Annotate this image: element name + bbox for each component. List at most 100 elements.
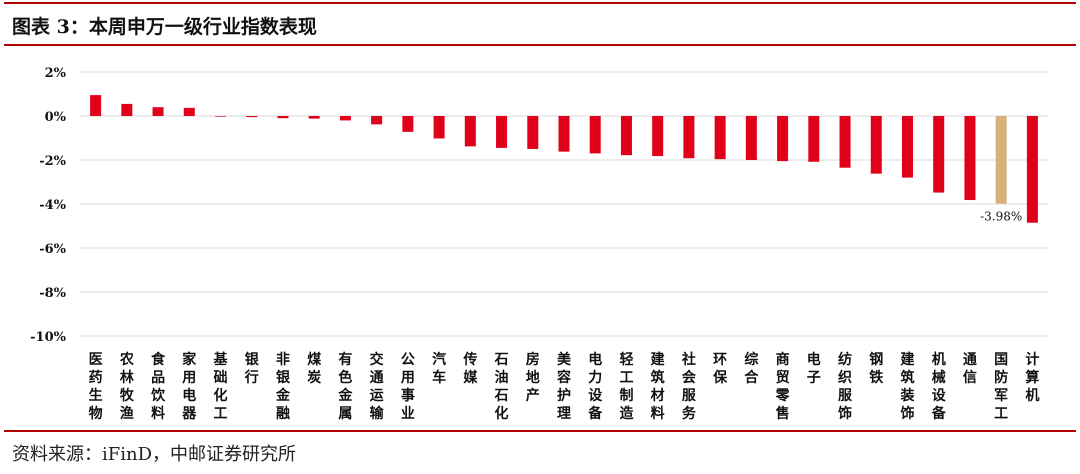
header-bottom-rule [4,44,1076,46]
x-category-label: 医 [89,352,103,368]
x-category-label: 备 [587,405,603,422]
x-category-label: 械 [932,369,946,386]
x-category-label: 交 [370,351,384,368]
x-category-label: 料 [651,405,665,422]
x-category-label: 美 [557,351,572,368]
bar [714,116,726,160]
x-category-label: 护 [557,387,571,404]
x-category-label: 防 [994,369,1008,386]
x-category-label: 电 [588,351,602,368]
x-category-label: 轻 [619,351,633,368]
x-category-label: 化 [214,387,228,404]
bar [496,116,508,148]
x-category-label: 金 [275,387,291,404]
x-category-label: 容 [556,369,571,386]
bar [90,95,102,116]
x-category-label: 公 [401,352,415,368]
x-category-label: 牧 [120,387,135,404]
bar [308,116,320,119]
x-category-label: 房 [526,351,540,368]
x-category-label: 铁 [869,369,883,386]
x-category-label: 钢 [869,351,883,368]
x-category-label: 保 [712,369,728,386]
bar [433,116,445,139]
bar [777,116,789,162]
x-category-label: 品 [151,370,165,386]
x-category-label: 车 [432,369,446,386]
x-category-label: 机 [932,351,946,368]
x-category-label: 造 [619,405,633,422]
header-top-rule [4,2,1076,4]
x-category-label: 农 [119,351,135,368]
x-category-label: 务 [682,405,697,422]
x-category-label: 事 [401,387,415,404]
x-category-label: 力 [588,369,602,386]
x-category-label: 电 [807,351,821,368]
x-category-label: 煤 [307,351,322,368]
chart-footer: 资料来源：iFinD，中邮证券研究所 [0,430,1080,474]
bar [901,116,913,178]
x-category-label: 非 [276,351,290,368]
bar [652,116,664,157]
bar [121,103,133,116]
bar [183,107,195,116]
bar [808,116,820,162]
x-category-label: 纺 [838,351,852,368]
x-category-label: 属 [338,406,352,422]
x-category-label: 料 [151,405,165,422]
x-category-label: 渔 [120,405,134,422]
bar [683,116,695,159]
bar [995,116,1007,204]
x-category-label: 算 [1025,369,1039,386]
x-category-label: 材 [651,387,665,404]
x-category-label: 炭 [307,369,321,386]
bar [620,116,632,156]
x-category-label: 化 [495,405,509,422]
bar [371,116,383,125]
x-category-label: 林 [120,369,134,386]
x-category-label: 服 [838,388,853,404]
x-category-label: 汽 [432,351,446,368]
x-category-label: 饰 [838,405,852,422]
x-category-label: 备 [931,405,947,422]
x-category-label: 传 [462,351,477,368]
x-category-label: 环 [713,352,727,368]
bar [527,116,539,149]
x-category-label: 机 [1025,387,1039,404]
bar [1026,116,1038,223]
footer-rule [4,430,1076,432]
y-tick-label: -4% [39,198,66,213]
x-category-label: 织 [838,369,852,386]
bar [745,116,757,160]
x-category-label: 零 [775,387,791,404]
x-category-label: 设 [588,388,603,404]
x-category-label: 食 [151,351,166,368]
x-category-label: 售 [775,405,790,422]
x-category-label: 生 [89,387,103,404]
x-category-label: 用 [182,370,196,386]
x-category-label: 器 [181,406,197,422]
source-note: 资料来源：iFinD，中邮证券研究所 [12,444,297,465]
x-category-label: 合 [744,369,759,386]
x-category-label: 会 [682,369,697,386]
x-category-label: 物 [89,405,103,422]
bar [339,116,351,121]
x-category-label: 通 [963,352,977,368]
x-category-label: 药 [89,369,103,386]
x-category-label: 装 [899,387,915,404]
y-tick-label: -8% [39,286,66,301]
x-category-label: 工 [619,370,633,386]
x-category-label: 油 [495,369,509,386]
x-category-label: 金 [337,387,353,404]
x-category-label: 银 [245,351,260,368]
x-category-label: 媒 [462,369,478,386]
chart-header: 图表 3：本周申万一级行业指数表现 [0,0,1080,46]
y-tick-label: -6% [39,242,66,257]
bar [933,116,945,193]
chart-svg: 2%0%-2%-4%-6%-8%-10%医药生物农林牧渔食品饮料家用电器基础化工… [30,66,1048,422]
x-category-label: 工 [994,406,1008,422]
x-category-label: 军 [994,388,1008,404]
bar [152,107,164,116]
x-category-label: 银 [276,369,291,386]
x-category-label: 运 [370,388,384,404]
